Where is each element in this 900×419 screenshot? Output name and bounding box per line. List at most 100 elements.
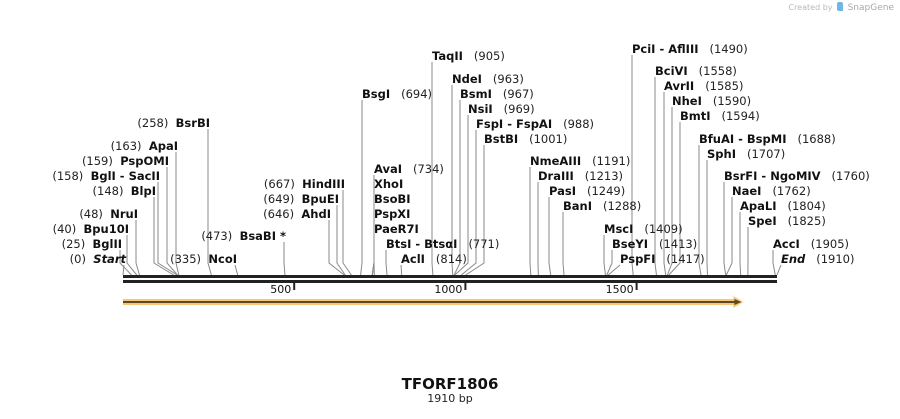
enzyme-position: (335) [170,252,201,266]
enzyme-site-label[interactable]: (148) BlpI [93,184,156,198]
enzyme-position: (905) [474,49,505,63]
enzyme-site-label[interactable]: (25) BglII [62,237,122,251]
enzyme-name: BsgI [362,87,390,101]
enzyme-site-label[interactable]: DraIII (1213) [538,169,623,183]
enzyme-site-label[interactable]: BsoBI [374,192,411,206]
enzyme-site-label[interactable]: End (1910) [781,252,855,266]
enzyme-site-label[interactable]: TaqII (905) [432,49,505,63]
enzyme-position: (1213) [585,169,623,183]
enzyme-name: NruI [110,207,138,221]
enzyme-site-label[interactable]: FspI - FspAI (988) [476,117,594,131]
watermark-brand: SnapGene [848,3,894,13]
enzyme-site-label[interactable]: (335) NcoI [170,252,237,266]
enzyme-position: (48) [79,207,103,221]
enzyme-site-label[interactable]: SpeI (1825) [748,214,826,228]
enzyme-site-label[interactable]: XhoI [374,177,403,191]
enzyme-name: NsiI [468,102,493,116]
enzyme-name: AclI [401,252,425,266]
enzyme-site-label[interactable]: AccI (1905) [773,237,849,251]
enzyme-site-label[interactable]: (258) BsrBI [137,116,210,130]
enzyme-name: BpuEI [302,192,339,206]
enzyme-site-label[interactable]: BtsI - BtsαI (771) [386,237,499,251]
enzyme-site-label[interactable]: AclI (814) [401,252,467,266]
enzyme-site-label[interactable]: SphI (1707) [707,147,785,161]
enzyme-name: BfuAI - BspMI [699,132,786,146]
enzyme-position: (734) [413,162,444,176]
enzyme-name: BglII [93,237,123,251]
enzyme-name: BstBI [484,132,518,146]
enzyme-site-label[interactable]: BanI (1288) [563,199,641,213]
enzyme-position: (1760) [832,169,870,183]
sequence-title: TFORF1806 [0,375,900,393]
enzyme-site-label[interactable]: BfuAI - BspMI (1688) [699,132,836,146]
enzyme-site-label[interactable]: PasI (1249) [549,184,625,198]
enzyme-position: (771) [468,237,499,251]
enzyme-position: (40) [53,222,77,236]
axis-tick-label: 1500 [606,283,634,296]
enzyme-position: (649) [263,192,294,206]
enzyme-site-label[interactable]: (667) HindIII [264,177,345,191]
enzyme-site-label[interactable]: BsgI (694) [362,87,432,101]
enzyme-name: NdeI [452,72,482,86]
enzyme-position: (0) [70,252,86,266]
enzyme-name: SpeI [748,214,777,228]
enzyme-position: (25) [62,237,86,251]
enzyme-site-label[interactable]: (40) Bpu10I [53,222,129,236]
snapgene-watermark: Created by SnapGene [788,2,894,13]
enzyme-name: HindIII [302,177,345,191]
enzyme-name: BsrBI [176,116,210,130]
enzyme-name: BsrFI - NgoMIV [724,169,821,183]
enzyme-site-label[interactable]: (48) NruI [79,207,138,221]
enzyme-site-label[interactable]: PaeR7I [374,222,419,236]
enzyme-position: (988) [563,117,594,131]
enzyme-leader-line [549,197,551,275]
enzyme-position: (1191) [592,154,630,168]
enzyme-position: (1558) [699,64,737,78]
enzyme-position: (694) [401,87,432,101]
enzyme-position: (473) [201,229,232,243]
enzyme-site-label[interactable]: PspXI [374,207,410,221]
enzyme-name: XhoI [374,177,403,191]
enzyme-site-label[interactable]: BstBI (1001) [484,132,567,146]
enzyme-name: FspI - FspAI [476,117,552,131]
enzyme-site-label[interactable]: AvrII (1585) [664,79,743,93]
enzyme-site-label[interactable]: NdeI (963) [452,72,524,86]
enzyme-name: AvrII [664,79,694,93]
enzyme-site-label[interactable]: BseYI (1413) [612,237,697,251]
enzyme-site-label[interactable]: BsrFI - NgoMIV (1760) [724,169,870,183]
enzyme-name: ApaI [149,139,178,153]
enzyme-name: BlpI [131,184,156,198]
enzyme-position: (1707) [747,147,785,161]
watermark-prefix: Created by [788,3,832,12]
enzyme-site-label[interactable]: ApaLI (1804) [740,199,826,213]
snapgene-logo-icon [837,2,843,11]
enzyme-site-label[interactable]: MscI (1409) [604,222,683,236]
enzyme-site-label[interactable]: NheI (1590) [672,94,751,108]
enzyme-leader-line [563,212,564,275]
axis-tick [464,283,466,290]
enzyme-site-label[interactable]: PciI - AflIII (1490) [632,42,748,56]
enzyme-site-label[interactable]: BmtI (1594) [680,109,760,123]
enzyme-site-label[interactable]: (649) BpuEI [263,192,339,206]
enzyme-leader-line [604,235,605,275]
enzyme-site-label[interactable]: (473) BsaBI * [201,229,286,243]
enzyme-site-label[interactable]: BsmI (967) [460,87,534,101]
enzyme-name: BsmI [460,87,492,101]
enzyme-site-label[interactable]: (646) AhdI [263,207,331,221]
enzyme-leader-line [386,250,387,275]
enzyme-site-label[interactable]: PspFI (1417) [620,252,705,266]
enzyme-site-label[interactable]: AvaI (734) [374,162,444,176]
enzyme-site-label[interactable]: BciVI (1558) [655,64,737,78]
enzyme-name: NaeI [732,184,761,198]
enzyme-name: PspOMI [120,154,169,168]
enzyme-site-label[interactable]: NsiI (969) [468,102,535,116]
enzyme-site-label[interactable]: NmeAIII (1191) [530,154,630,168]
enzyme-position: (1249) [587,184,625,198]
enzyme-site-label[interactable]: (158) BglI - SacII [52,169,160,183]
enzyme-site-label[interactable]: (163) ApaI [111,139,178,153]
enzyme-site-label[interactable]: (159) PspOMI [82,154,169,168]
axis-tick-label: 1000 [434,283,462,296]
enzyme-site-label[interactable]: NaeI (1762) [732,184,811,198]
enzyme-position: (1825) [788,214,826,228]
enzyme-site-label[interactable]: (0) Start [70,252,126,266]
